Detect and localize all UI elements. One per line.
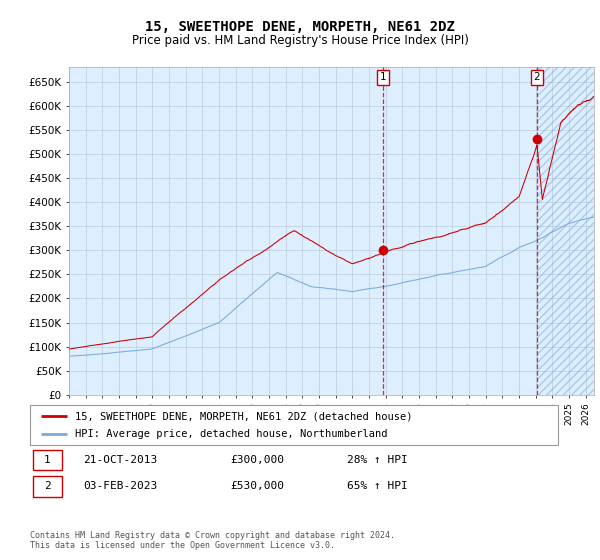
Text: HPI: Average price, detached house, Northumberland: HPI: Average price, detached house, Nort… (75, 429, 388, 439)
Text: 1: 1 (380, 72, 386, 82)
FancyBboxPatch shape (30, 405, 558, 445)
Text: £530,000: £530,000 (230, 481, 284, 491)
Text: 65% ↑ HPI: 65% ↑ HPI (347, 481, 407, 491)
Text: 28% ↑ HPI: 28% ↑ HPI (347, 455, 407, 465)
Text: £300,000: £300,000 (230, 455, 284, 465)
Text: 2: 2 (44, 481, 51, 491)
FancyBboxPatch shape (32, 450, 62, 470)
Text: 15, SWEETHOPE DENE, MORPETH, NE61 2DZ: 15, SWEETHOPE DENE, MORPETH, NE61 2DZ (145, 20, 455, 34)
Bar (537, 67, 594, 395)
Text: Price paid vs. HM Land Registry's House Price Index (HPI): Price paid vs. HM Land Registry's House … (131, 34, 469, 46)
Text: Contains HM Land Registry data © Crown copyright and database right 2024.
This d: Contains HM Land Registry data © Crown c… (30, 530, 395, 550)
Text: 15, SWEETHOPE DENE, MORPETH, NE61 2DZ (detached house): 15, SWEETHOPE DENE, MORPETH, NE61 2DZ (d… (75, 411, 412, 421)
Text: 2: 2 (533, 72, 541, 82)
Text: 1: 1 (44, 455, 51, 465)
Text: 03-FEB-2023: 03-FEB-2023 (83, 481, 157, 491)
FancyBboxPatch shape (32, 476, 62, 497)
Text: 21-OCT-2013: 21-OCT-2013 (83, 455, 157, 465)
